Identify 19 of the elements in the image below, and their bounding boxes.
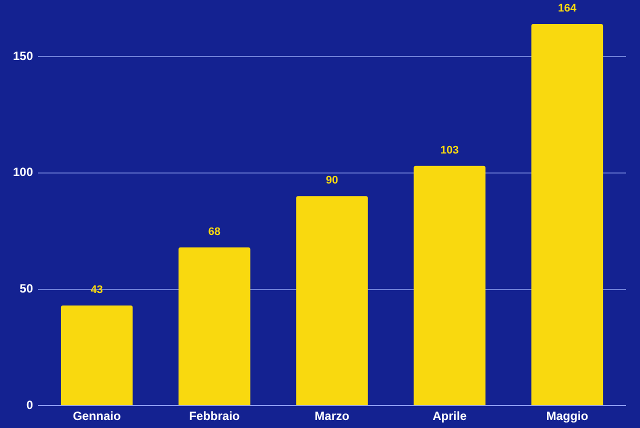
- data-label: 164: [558, 2, 578, 15]
- bar: [296, 196, 368, 406]
- bar: [60, 306, 133, 406]
- bar: [414, 166, 486, 406]
- data-label: 90: [326, 174, 338, 187]
- x-tick-label: Marzo: [314, 409, 350, 424]
- bar: [178, 247, 250, 406]
- x-tick-label: Maggio: [546, 409, 588, 424]
- x-tick-label: Aprile: [432, 409, 467, 424]
- x-tick-label: Gennaio: [72, 409, 121, 424]
- y-tick-label: 100: [12, 165, 34, 180]
- data-label: 68: [208, 226, 221, 238]
- data-label: 43: [90, 284, 103, 296]
- y-tick-label: 150: [12, 48, 34, 63]
- bar: [531, 24, 604, 406]
- y-tick-label: 50: [20, 282, 34, 296]
- x-tick-label: Febbraio: [189, 409, 240, 424]
- data-label: 103: [440, 144, 459, 156]
- y-tick-label: 0: [26, 398, 34, 412]
